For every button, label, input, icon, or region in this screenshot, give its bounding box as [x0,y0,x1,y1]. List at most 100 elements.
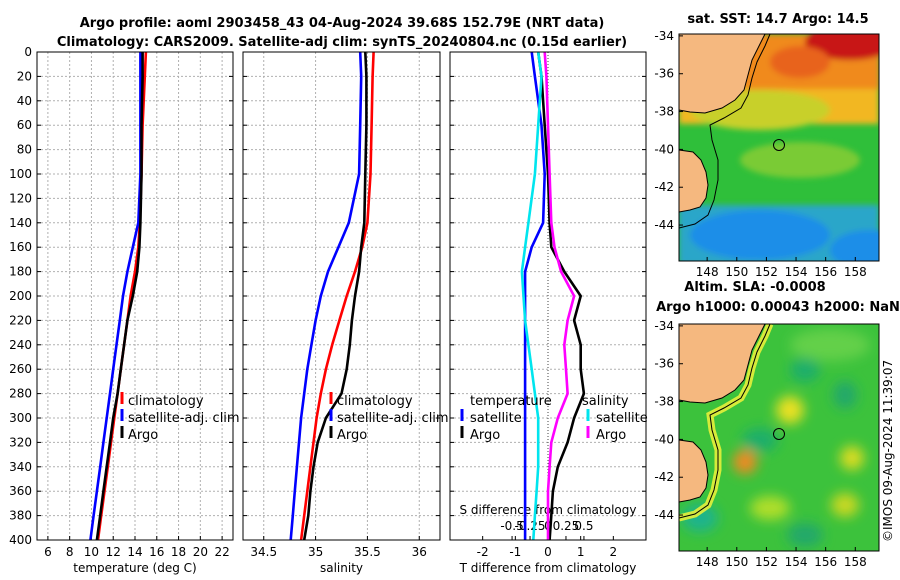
y-tick-label: 140 [9,216,32,230]
y-tick-label: 0 [24,45,32,59]
imos-watermark: ©IMOS 09-Aug-2024 11:39:07 [881,360,895,542]
map-lon-label: 152 [755,555,778,569]
y-tick-label: 160 [9,240,32,254]
series-satellite-adj-clim [289,51,363,541]
series-argo [302,51,368,541]
x-tick-label: 35 [308,545,323,559]
series-argo [95,52,144,541]
x-tick-label: 0 [544,545,552,559]
sst-tasmania [679,149,709,213]
x-tick-label: 2 [610,545,618,559]
x-tick-label: 12 [106,545,121,559]
legend-label: satellite [596,411,648,426]
x-tick-label: 8 [66,545,74,559]
x-tick-label: 35.5 [354,545,381,559]
map-lat-label: -42 [654,470,674,484]
sla-field [682,329,870,547]
map-lon-label: 158 [844,265,867,279]
map-lon-label: 154 [785,265,808,279]
sla-map-title-line-2: Argo h1000: 0.00043 h2000: NaN [656,300,900,315]
map-lon-label: 158 [844,555,867,569]
legend-label: Argo [337,428,367,443]
y-tick-label: 120 [9,191,32,205]
y-tick-label: 200 [9,289,32,303]
map-lon-label: 156 [814,265,837,279]
sla-map-title-line-1: Altim. SLA: -0.0008 [684,280,825,295]
map-lon-label: 150 [725,265,748,279]
y-tick-label: 60 [17,118,32,132]
sla-land [679,324,766,404]
series-t-satellite [523,51,547,540]
series-t-argo [536,51,586,541]
legend-label: salinity [582,394,629,409]
sst-map: sat. SST: 14.7 Argo: 14.5 -34 -36 -38 -40 -4… [654,12,880,279]
x-tick-label: 1 [577,545,585,559]
map-lat-label: -38 [654,105,674,119]
y-tick-label: 280 [9,387,32,401]
y-tick-label: 180 [9,265,32,279]
y-tick-label: 20 [17,69,32,83]
argo-float-marker-sst [773,139,785,151]
map-lat-label: -42 [654,180,674,194]
y-tick-label: 300 [9,411,32,425]
map-lat-label: -36 [654,357,674,371]
sst-field [679,34,879,261]
series-climatology [299,51,375,541]
map-lon-label: 156 [814,555,837,569]
x-tick-label: 36 [412,545,427,559]
x-tick-label: 18 [171,545,186,559]
x-tick-label: 16 [149,545,164,559]
x-tick-label: 10 [84,545,99,559]
y-tick-label: 40 [17,94,32,108]
y-tick-label: 220 [9,313,32,327]
map-lat-label: -40 [654,432,674,446]
y-tick-label: 260 [9,362,32,376]
series-s-satellite [520,51,543,541]
legend-label: satellite-adj. clim [337,411,449,426]
map-lat-label: -36 [654,67,674,81]
legend-label: climatology [128,394,204,409]
map-lat-label: -44 [654,508,674,522]
figure-title-line-2: Climatology: CARS2009. Satellite-adj cli… [57,35,627,50]
y-tick-label: 100 [9,167,32,181]
temperature-panel: 0 20 40 60 80 100 120 140 160 180 200 220 240 260 280 3… [9,45,240,575]
y-tick-label: 340 [9,460,32,474]
y-tick-label: 320 [9,435,32,449]
map-lat-label: -38 [654,395,674,409]
legend-label: Argo [470,428,500,443]
figure-title-line-1: Argo profile: aoml 2903458_43 04-Aug-202… [80,16,605,31]
map-lon-label: 152 [755,265,778,279]
sst-map-title: sat. SST: 14.7 Argo: 14.5 [687,12,868,27]
legend-label: Argo [596,428,626,443]
x-tick-label: 22 [214,545,229,559]
x-tick-label: 14 [127,545,142,559]
y-tick-label: 380 [9,509,32,523]
x-axis-label: temperature (deg C) [73,561,196,575]
s-tick-label: -0.5 [500,519,523,533]
legend-label: satellite [470,411,522,426]
argo-float-marker-sla [773,428,785,440]
sla-map: Altim. SLA: -0.0008 Argo h1000: 0.00043 … [654,280,900,569]
legend-label: temperature [470,394,552,409]
x-tick-label: 20 [193,545,208,559]
x-tick-label: -2 [477,545,489,559]
sla-shelf-contour [679,324,771,519]
difference-panel: -2 -1 0 1 2 T difference from climatology -0.5… [449,51,648,575]
map-lon-label: 154 [785,555,808,569]
plot-frame [242,51,441,541]
s-tick-label: -0.25 [515,519,546,533]
map-lon-label: 148 [696,555,719,569]
y-tick-label: 360 [9,484,32,498]
x-axis-label: salinity [320,561,363,575]
sst-land [679,34,766,114]
map-lon-label: 150 [725,555,748,569]
sst-shelf-contour [679,34,771,229]
plot-frame [36,51,234,541]
x-tick-label: -1 [509,545,521,559]
map-lat-label: -34 [654,29,674,43]
s-tick-label: 0.5 [574,519,593,533]
x-axis-label: T difference from climatology [459,561,637,575]
y-tick-label: 80 [17,143,32,157]
legend-label: Argo [128,428,158,443]
